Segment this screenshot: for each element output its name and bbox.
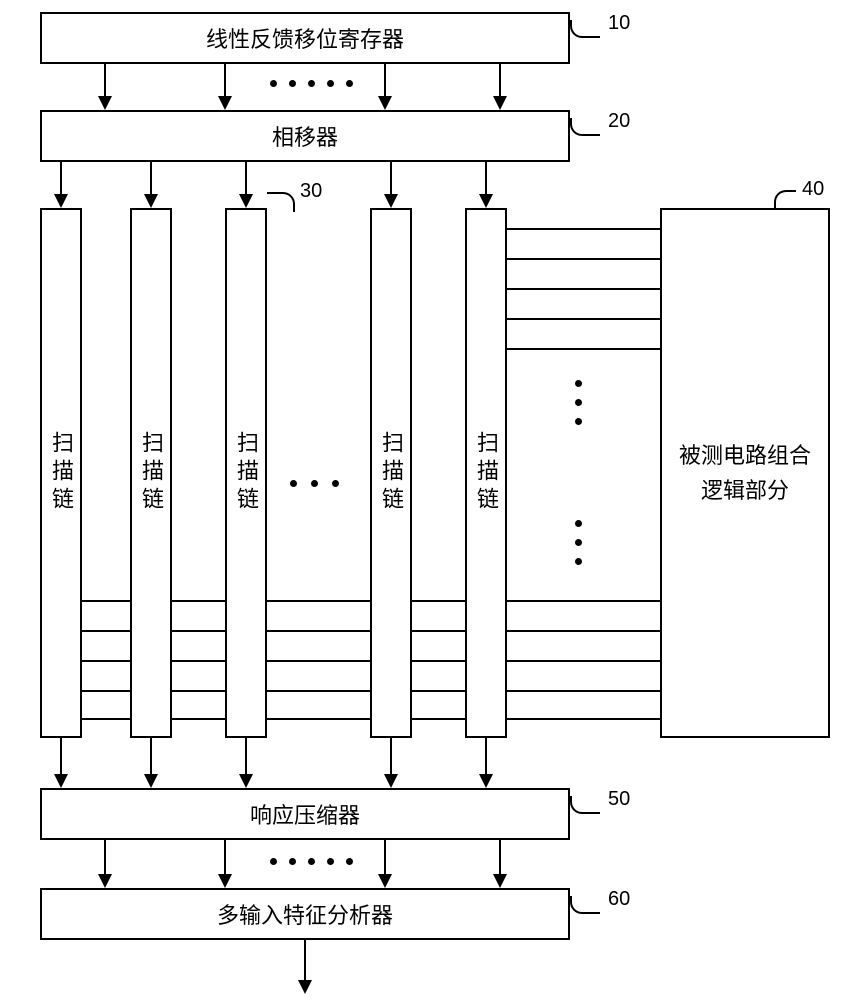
leader-10 [570, 20, 600, 38]
leader-40 [774, 190, 796, 210]
leader-50 [570, 796, 600, 814]
scan-chain-1: 扫描链 [40, 208, 82, 738]
misr-block: 多输入特征分析器 [40, 888, 570, 940]
scan-chain-4: 扫描链 [370, 208, 412, 738]
ref-50: 50 [608, 788, 630, 811]
hline-top-1 [507, 228, 660, 230]
cut-label: 被测电路组合逻辑部分 [662, 438, 828, 508]
scan-chain-2: 扫描链 [130, 208, 172, 738]
leader-20 [570, 118, 600, 136]
dots-row4 [270, 858, 353, 865]
scan-label-3: 扫描链 [230, 431, 262, 515]
scan-label-5: 扫描链 [470, 431, 502, 515]
dots-bus-top [575, 380, 582, 425]
hline-top-4 [507, 318, 660, 320]
dots-bus-bot [575, 520, 582, 565]
scan-chain-3: 扫描链 [225, 208, 267, 738]
scan-chain-5: 扫描链 [465, 208, 507, 738]
phase-shifter-block: 相移器 [40, 110, 570, 162]
dots-scan-mid [290, 480, 339, 487]
lfsr-label: 线性反馈移位寄存器 [206, 22, 404, 54]
bist-architecture-diagram: 线性反馈移位寄存器 10 相移器 20 扫描链 扫描链 扫描链 扫描链 扫描链 … [0, 0, 860, 1000]
scan-label-1: 扫描链 [45, 431, 77, 515]
leader-60 [570, 896, 600, 914]
scan-label-4: 扫描链 [375, 431, 407, 515]
hline-top-3 [507, 288, 660, 290]
ref-30: 30 [300, 180, 322, 203]
phase-label: 相移器 [272, 120, 338, 152]
compactor-label: 响应压缩器 [250, 798, 360, 830]
lfsr-block: 线性反馈移位寄存器 [40, 12, 570, 64]
compactor-block: 响应压缩器 [40, 788, 570, 840]
hline-top-2 [507, 258, 660, 260]
ref-20: 20 [608, 110, 630, 133]
leader-30 [267, 192, 295, 212]
cut-block: 被测电路组合逻辑部分 [660, 208, 830, 738]
scan-label-2: 扫描链 [135, 431, 167, 515]
dots-row1 [270, 80, 353, 87]
misr-label: 多输入特征分析器 [217, 898, 393, 930]
ref-60: 60 [608, 888, 630, 911]
ref-40: 40 [802, 178, 824, 201]
ref-10: 10 [608, 12, 630, 35]
hline-top-5 [507, 348, 660, 350]
